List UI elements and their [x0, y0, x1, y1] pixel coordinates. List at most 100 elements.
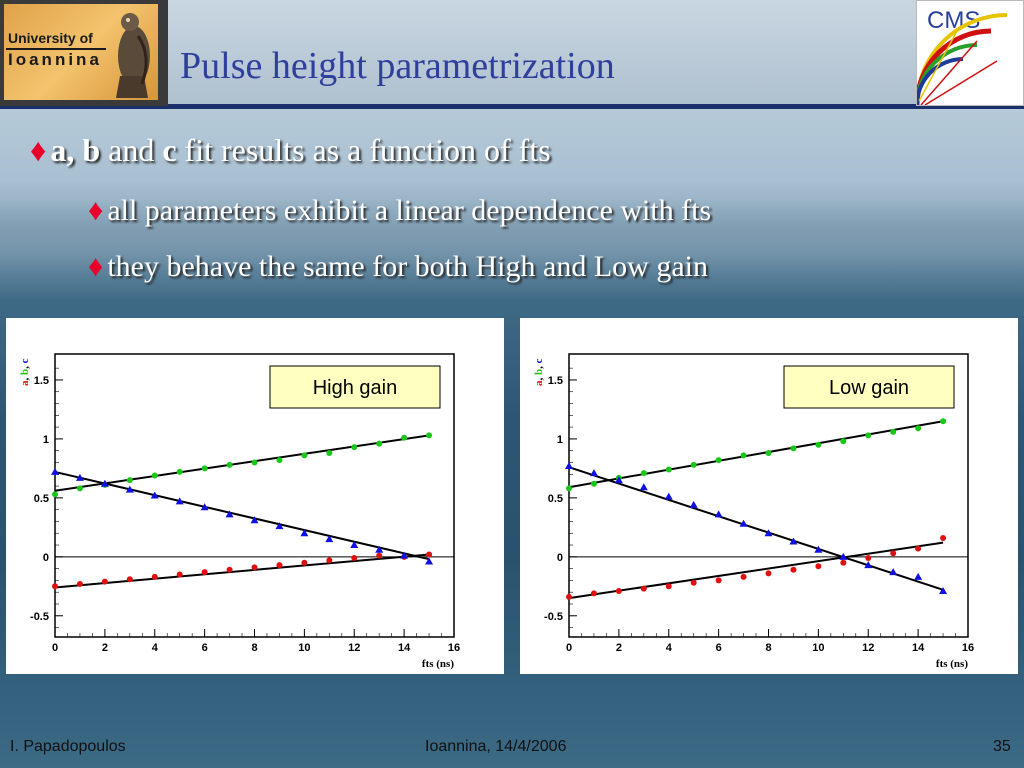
data-point-c [814, 545, 823, 553]
data-point-b [865, 432, 872, 439]
diamond-bullet-icon: ♦ [30, 132, 47, 168]
data-point-a [376, 552, 383, 559]
data-point-b [276, 457, 283, 464]
data-point-a [201, 569, 208, 576]
data-point-a [76, 580, 83, 587]
x-tick-label: 8 [765, 642, 771, 654]
data-point-c [350, 541, 359, 549]
bullet-main-rest: fit results as a function of fts [176, 132, 551, 168]
data-point-a [590, 590, 597, 597]
y-axis-label-separator: , [533, 375, 545, 381]
bullet-sub-1: ♦ all parameters exhibit a linear depende… [88, 194, 711, 228]
data-point-b [815, 441, 822, 448]
data-point-b [940, 418, 947, 425]
data-point-a [301, 559, 308, 566]
data-point-b [376, 440, 383, 447]
data-point-c [889, 568, 898, 576]
data-point-a [665, 583, 672, 590]
y-tick-label: 1.5 [34, 375, 49, 387]
data-point-c [614, 476, 623, 484]
chart-panel-high-gain: 0 2 4 6 8 10 12 14 16 -0.5 0 0.5 1 1.5 fts (ns) a, b, c… [6, 318, 504, 674]
y-tick-label: 1.5 [548, 375, 563, 387]
data-point-b [301, 452, 308, 459]
background-horizon [0, 200, 1024, 270]
data-point-c [714, 510, 723, 518]
data-point-b [351, 444, 358, 451]
y-axis-label-separator: , [19, 363, 31, 369]
y-tick-label: -0.5 [544, 611, 563, 623]
data-point-c [150, 491, 159, 499]
y-tick-label: 0 [557, 552, 563, 564]
slide-title: Pulse height parametrization [180, 45, 615, 87]
data-point-b [665, 466, 672, 473]
header-bar [0, 0, 1024, 108]
x-tick-label: 10 [812, 642, 824, 654]
x-tick-label: 16 [962, 642, 974, 654]
data-point-c [275, 522, 284, 530]
y-axis-label-separator: , [19, 375, 31, 381]
fit-line-c [568, 466, 944, 591]
x-tick-label: 6 [202, 642, 208, 654]
x-tick-label: 4 [152, 642, 159, 654]
bullet-main-bold: a, b [50, 132, 101, 168]
data-point-a [151, 573, 158, 580]
fit-line-b [568, 420, 944, 489]
y-axis-label-part: c [533, 358, 545, 363]
data-point-b [201, 465, 208, 472]
data-point-c [300, 529, 309, 537]
data-point-b [226, 461, 233, 468]
data-point-b [590, 480, 597, 487]
x-tick-label: 2 [102, 642, 108, 654]
data-point-c [664, 492, 673, 500]
data-point-b [690, 461, 697, 468]
y-axis-label-part: b [533, 369, 545, 375]
data-point-c [325, 535, 334, 543]
data-point-c [839, 552, 848, 560]
data-point-b [126, 477, 133, 484]
x-tick-label: 2 [616, 642, 622, 654]
data-point-b [840, 438, 847, 445]
high-gain-chart: 0 2 4 6 8 10 12 14 16 -0.5 0 0.5 1 1.5 fts (ns) a, b, c… [19, 353, 460, 670]
data-point-a [101, 578, 108, 585]
data-point-b [251, 459, 258, 466]
data-point-a [251, 564, 258, 571]
footer-place-date: Ioannina, 14/4/2006 [425, 738, 567, 755]
header-divider [0, 104, 1024, 109]
data-point-a [740, 573, 747, 580]
data-point-a [52, 583, 58, 590]
data-point-a [126, 576, 133, 583]
data-point-b [715, 457, 722, 464]
bullet-main-bold2: c [162, 132, 177, 168]
x-tick-label: 4 [666, 642, 673, 654]
data-point-a [840, 559, 847, 566]
data-point-c [939, 587, 948, 595]
data-point-a [715, 577, 722, 584]
data-point-c [100, 479, 109, 487]
y-tick-label: 0.5 [34, 493, 49, 505]
x-tick-label: 14 [912, 642, 925, 654]
data-point-c [639, 483, 648, 491]
data-point-a [176, 571, 183, 578]
data-point-c [789, 537, 798, 545]
data-point-c [425, 557, 434, 565]
x-tick-label: 0 [566, 642, 572, 654]
data-point-a [915, 545, 922, 552]
data-point-b [151, 472, 158, 479]
data-point-c [375, 545, 384, 553]
chart-title: High gain [313, 377, 398, 399]
bullet-main-mid: and [100, 132, 163, 168]
data-point-b [426, 432, 433, 439]
x-tick-label: 14 [398, 642, 411, 654]
cms-detector-icon [917, 13, 1008, 105]
data-point-c [764, 529, 773, 537]
data-point-c [51, 467, 59, 475]
data-point-c [739, 519, 748, 527]
data-point-a [765, 570, 772, 577]
y-tick-label: 1 [557, 434, 563, 446]
data-point-b [890, 428, 897, 435]
x-tick-label: 0 [52, 642, 58, 654]
data-point-c [225, 510, 234, 518]
data-point-a [890, 550, 897, 557]
data-point-c [565, 462, 573, 470]
chart-title: Low gain [829, 377, 909, 399]
